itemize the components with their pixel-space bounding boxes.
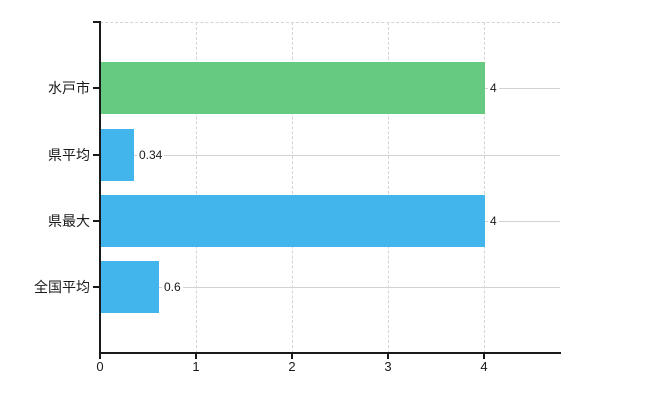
value-tick bbox=[195, 354, 197, 359]
x-axis-line bbox=[99, 352, 561, 354]
value-gridline bbox=[484, 22, 485, 353]
value-tick bbox=[387, 354, 389, 359]
category-label: 県最大 bbox=[48, 213, 90, 229]
bar bbox=[101, 62, 485, 114]
x-tick-label: 0 bbox=[96, 359, 104, 374]
axis-end-tick bbox=[93, 21, 101, 23]
x-tick-label: 2 bbox=[288, 359, 296, 374]
value-tick bbox=[291, 354, 293, 359]
bar-value-label: 4 bbox=[488, 81, 499, 95]
category-tick bbox=[93, 154, 101, 156]
bar-value-label: 0.34 bbox=[137, 148, 165, 162]
value-gridline bbox=[388, 22, 389, 353]
x-tick-label: 3 bbox=[384, 359, 392, 374]
bar bbox=[101, 195, 485, 247]
category-tick bbox=[93, 286, 101, 288]
category-tick bbox=[93, 87, 101, 89]
y-axis-line bbox=[99, 21, 101, 354]
plot-top-border bbox=[100, 22, 560, 23]
value-tick bbox=[483, 354, 485, 359]
bar bbox=[101, 261, 159, 313]
value-gridline bbox=[196, 22, 197, 353]
value-tick bbox=[99, 354, 101, 359]
category-label: 県平均 bbox=[48, 147, 90, 163]
value-gridline bbox=[292, 22, 293, 353]
category-gridline bbox=[100, 155, 560, 156]
x-tick-label: 1 bbox=[192, 359, 200, 374]
category-tick bbox=[93, 220, 101, 222]
category-label: 全国平均 bbox=[34, 279, 90, 295]
bar-value-label: 0.6 bbox=[162, 280, 183, 294]
bar-value-label: 4 bbox=[488, 214, 499, 228]
bar bbox=[101, 129, 134, 181]
category-label: 水戸市 bbox=[48, 80, 90, 96]
x-tick-label: 4 bbox=[480, 359, 488, 374]
category-gridline bbox=[100, 287, 560, 288]
